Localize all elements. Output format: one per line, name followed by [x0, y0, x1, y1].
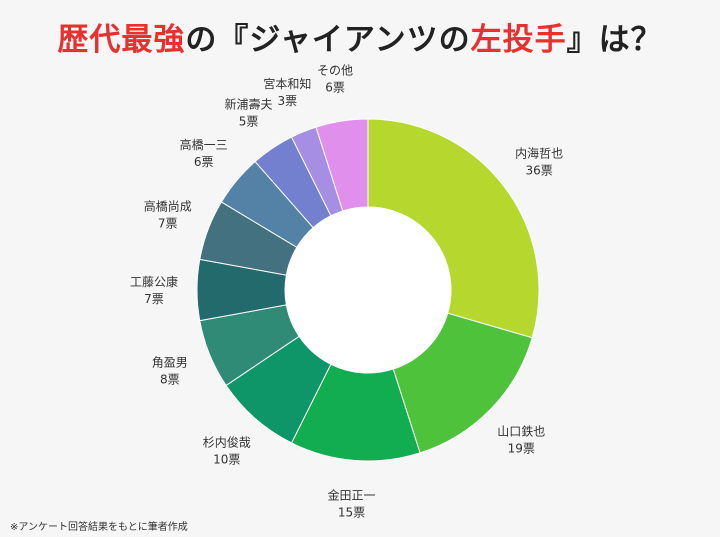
slice-label: 杉内俊哉: [203, 435, 251, 450]
slice-label: その他: [317, 64, 353, 78]
slice-value-label: 10票: [213, 453, 240, 467]
slice-value-label: 6票: [325, 81, 345, 95]
slice-value-label: 8票: [160, 373, 180, 387]
donut-hole: [285, 207, 451, 373]
slice-value-label: 7票: [158, 217, 178, 231]
slice-value-label: 15票: [338, 505, 365, 519]
title-highlight-strongest: 歴代最強: [57, 22, 186, 58]
slice-label: 高橋尚成: [144, 199, 192, 214]
slice-value-label: 7票: [144, 292, 164, 306]
slice-label: 角盈男: [152, 356, 188, 370]
slice-value-label: 19票: [508, 441, 535, 455]
title-end: 』は？: [566, 22, 663, 58]
slice-label: 宮本和知: [263, 76, 311, 91]
slice-value-label: 3票: [278, 94, 298, 108]
slice-value-label: 36票: [526, 164, 553, 178]
title-middle: の『ジャイアンツの: [185, 22, 471, 58]
slice-label: 工藤公康: [130, 274, 178, 289]
footnote: ※アンケート回答結果をもとに筆者作成: [10, 522, 188, 533]
slice-label: 新浦壽夫: [225, 96, 273, 111]
slice-label: 内海哲也: [515, 146, 563, 161]
slice-label: 山口鉄也: [497, 423, 545, 438]
slice-label: 金田正一: [327, 487, 375, 502]
chart-title: 歴代最強の『ジャイアンツの左投手』は？: [0, 14, 720, 59]
slice-value-label: 6票: [194, 155, 214, 169]
slice-label: 高橋一三: [180, 137, 228, 152]
title-highlight-lefty: 左投手: [470, 22, 567, 58]
slice-value-label: 5票: [239, 114, 259, 128]
